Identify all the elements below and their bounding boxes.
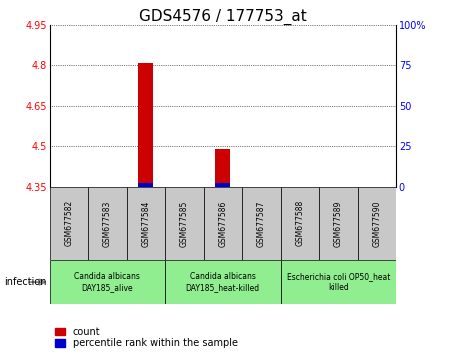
Text: GSM677590: GSM677590 [372,200,381,247]
Text: GSM677589: GSM677589 [334,200,343,246]
Text: GSM677583: GSM677583 [103,200,112,246]
Bar [215,149,230,187]
Bar [50,260,165,304]
Text: Candida albicans
DAY185_alive: Candida albicans DAY185_alive [74,272,140,292]
Text: infection: infection [4,277,47,287]
Bar [165,187,203,260]
Text: Escherichia coli OP50_heat
killed: Escherichia coli OP50_heat killed [287,272,390,292]
Text: GSM677582: GSM677582 [64,200,73,246]
Text: Candida albicans
DAY185_heat-killed: Candida albicans DAY185_heat-killed [186,272,260,292]
Bar [138,63,153,187]
Text: GSM677585: GSM677585 [180,200,189,246]
Text: GSM677584: GSM677584 [141,200,150,246]
Text: GSM677588: GSM677588 [295,200,304,246]
Bar [280,260,396,304]
Text: GSM677587: GSM677587 [257,200,266,246]
Bar [319,187,357,260]
Bar [280,187,319,260]
Title: GDS4576 / 177753_at: GDS4576 / 177753_at [139,8,306,25]
Bar [357,187,396,260]
Bar [165,260,280,304]
Text: GSM677586: GSM677586 [218,200,227,246]
Bar [126,187,165,260]
Bar [138,183,153,187]
Bar [215,183,230,187]
Bar [50,187,88,260]
Legend: count, percentile rank within the sample: count, percentile rank within the sample [54,326,239,349]
Bar [203,187,242,260]
Bar [242,187,280,260]
Bar [88,187,126,260]
